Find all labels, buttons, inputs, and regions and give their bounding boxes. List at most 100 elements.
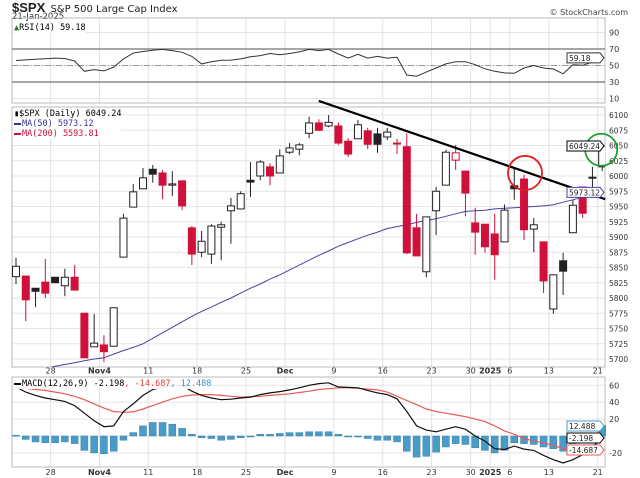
date-tick-label: 30 bbox=[466, 468, 476, 477]
macd-signal-line bbox=[15, 386, 603, 452]
candle-body bbox=[207, 225, 216, 255]
date-tick-label: 28 bbox=[45, 468, 55, 477]
macd-histogram-bar bbox=[383, 435, 392, 441]
candle-body bbox=[451, 152, 460, 161]
panel-border bbox=[11, 106, 606, 368]
candle-body bbox=[539, 241, 548, 282]
rsi-tick-label: 30 bbox=[609, 78, 619, 87]
macd-histogram-bar bbox=[61, 435, 69, 443]
macd-histogram-bar bbox=[22, 435, 30, 440]
candle-body bbox=[402, 146, 411, 254]
price-tick-label: 5800 bbox=[609, 294, 628, 303]
date-tick-label: 23 bbox=[427, 468, 437, 477]
red-circle-annotation bbox=[507, 155, 543, 191]
rsi-legend: ▲RSI(14) 59.18 bbox=[14, 23, 86, 33]
candle-body bbox=[500, 209, 509, 243]
candle-body bbox=[168, 183, 177, 186]
candle-body bbox=[353, 124, 362, 140]
macd-histogram-bar bbox=[41, 435, 50, 444]
macd-histogram-bar bbox=[90, 435, 98, 454]
macd-histogram-bar bbox=[51, 435, 59, 444]
macd-histogram-bar bbox=[344, 435, 352, 438]
macd-tick-label: 40 bbox=[609, 398, 619, 407]
macd-legend-value: -2.198 bbox=[93, 379, 125, 389]
macd-histogram-bar bbox=[539, 435, 548, 448]
signal-legend-value: -14.687 bbox=[134, 379, 171, 389]
candle-body bbox=[383, 131, 392, 138]
candlestick-icon: ▮ bbox=[14, 109, 20, 119]
candle-body bbox=[471, 222, 480, 233]
macd-histogram-bar bbox=[305, 431, 313, 437]
candle-body bbox=[334, 125, 343, 144]
chart-title: $SPX S&P 500 Large Cap Index bbox=[12, 0, 178, 15]
price-tick-label: 5825 bbox=[609, 279, 628, 288]
candle-body bbox=[480, 223, 489, 248]
date-tick-label: 28 bbox=[45, 367, 55, 376]
macd-histogram-bar bbox=[373, 435, 382, 441]
date-tick-label: 25 bbox=[241, 468, 251, 477]
price-tick-label: 5700 bbox=[609, 355, 628, 364]
macd-histogram-bar bbox=[178, 428, 186, 437]
rsi-line bbox=[15, 48, 603, 77]
price-tick-label: 5850 bbox=[609, 264, 628, 273]
date-tick-label: 30 bbox=[466, 367, 476, 376]
histogram-legend-value: 12.488 bbox=[180, 379, 212, 389]
macd-histogram-bar bbox=[315, 431, 323, 437]
macd-histogram-bar bbox=[168, 423, 177, 437]
ma50-legend-text: MA(50) 5973.12 bbox=[22, 119, 94, 129]
price-tick-label: 6100 bbox=[609, 111, 628, 120]
macd-histogram-bar bbox=[500, 435, 509, 451]
last-ma50-tag-text: 5973.12 bbox=[569, 188, 600, 197]
macd-swatch-icon bbox=[14, 382, 21, 385]
candle-body bbox=[305, 122, 314, 134]
date-tick-label: 13 bbox=[544, 367, 554, 376]
macd-histogram-bar bbox=[100, 435, 108, 454]
candle-body bbox=[373, 133, 382, 145]
candle-body bbox=[70, 276, 79, 291]
date-tick-label: 16 bbox=[378, 468, 388, 477]
candle-body bbox=[568, 204, 577, 234]
macd-histogram-bar bbox=[119, 435, 128, 441]
candle-body bbox=[51, 276, 60, 284]
candle-body bbox=[109, 307, 118, 347]
date-tick-label: 2025 bbox=[479, 468, 502, 477]
candle-body bbox=[588, 176, 597, 179]
macd-histogram-bar bbox=[490, 435, 499, 454]
price-tick-label: 5975 bbox=[609, 187, 628, 196]
date-tick-label: 9 bbox=[331, 468, 336, 477]
macd-tick-label: 20 bbox=[609, 415, 619, 424]
candle-body bbox=[559, 260, 568, 272]
macd-legend: MACD(12,26,9) -2.198 -14.687 12.488 bbox=[14, 379, 212, 389]
candle-body bbox=[422, 216, 431, 273]
candle-body bbox=[246, 179, 255, 183]
candle-body bbox=[275, 155, 284, 174]
date-tick-label: 16 bbox=[378, 367, 388, 376]
candle-body bbox=[266, 166, 275, 177]
rsi-tick-label: 50 bbox=[609, 62, 619, 71]
macd-histogram-bar bbox=[31, 435, 40, 443]
candle-body bbox=[178, 180, 187, 207]
candle-body bbox=[90, 342, 99, 348]
date-tick-label: 2025 bbox=[479, 367, 502, 376]
date-tick-label: 9 bbox=[331, 367, 336, 376]
trendline bbox=[318, 99, 606, 201]
candle-body bbox=[41, 281, 50, 294]
macd-histogram-bar bbox=[442, 435, 450, 448]
date-tick-label: Nov4 bbox=[88, 468, 111, 477]
candle-body bbox=[139, 177, 148, 190]
price-tick-label: 5750 bbox=[609, 325, 628, 334]
chart-date: 21-Jan-2025 bbox=[12, 12, 65, 22]
macd-histogram-bar bbox=[295, 432, 304, 437]
macd-legend-label: MACD(12,26,9) bbox=[22, 379, 89, 389]
candle-body bbox=[148, 168, 157, 175]
last-price-tag bbox=[566, 140, 605, 152]
date-tick-label: 18 bbox=[192, 367, 202, 376]
macd-histogram-bar bbox=[80, 435, 89, 451]
rsi-legend-text: RSI(14) 59.18 bbox=[19, 23, 86, 33]
candle-body bbox=[432, 190, 441, 212]
macd-histogram-bar bbox=[266, 434, 274, 437]
rsi-tick-label: 70 bbox=[609, 45, 619, 54]
candle-body bbox=[158, 172, 167, 186]
ma200-legend-text: MA(200) 5593.81 bbox=[22, 129, 99, 139]
date-tick-label: 6 bbox=[507, 367, 512, 376]
